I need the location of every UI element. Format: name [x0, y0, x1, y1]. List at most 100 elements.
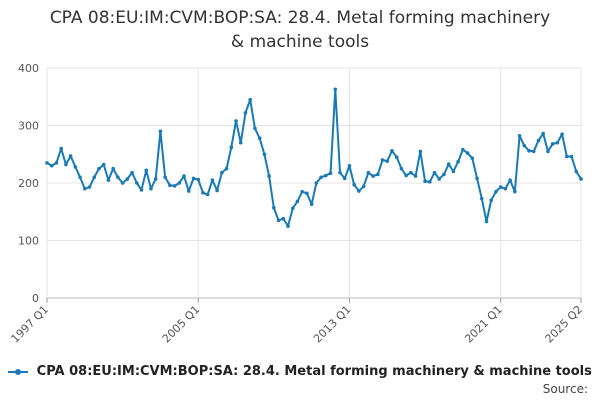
data-point[interactable] — [276, 218, 281, 223]
data-point[interactable] — [64, 162, 68, 167]
data-point[interactable] — [442, 172, 446, 177]
data-point[interactable] — [555, 140, 560, 145]
data-point[interactable] — [390, 149, 394, 153]
data-point[interactable] — [125, 177, 130, 181]
data-point[interactable] — [130, 170, 134, 175]
data-point[interactable] — [508, 178, 512, 182]
data-point[interactable] — [210, 178, 215, 182]
data-point[interactable] — [106, 178, 111, 182]
data-point[interactable] — [361, 184, 366, 189]
data-point[interactable] — [565, 154, 569, 159]
data-point[interactable] — [45, 161, 49, 165]
data-point[interactable] — [92, 175, 97, 180]
data-point[interactable] — [144, 168, 149, 173]
data-point[interactable] — [380, 158, 385, 162]
data-point[interactable] — [224, 166, 229, 171]
data-point[interactable] — [158, 129, 163, 134]
data-point[interactable] — [172, 184, 177, 188]
data-point[interactable] — [423, 179, 427, 184]
data-point[interactable] — [404, 173, 408, 178]
data-point[interactable] — [267, 174, 271, 178]
data-point[interactable] — [243, 111, 248, 115]
chart-legend[interactable]: CPA 08:EU:IM:CVM:BOP:SA: 28.4. Metal for… — [0, 364, 600, 379]
data-point[interactable] — [257, 136, 262, 140]
data-point[interactable] — [290, 206, 295, 211]
data-point[interactable] — [101, 162, 106, 167]
data-point[interactable] — [54, 161, 59, 165]
data-point[interactable] — [479, 196, 484, 201]
data-point[interactable] — [338, 170, 342, 175]
data-point[interactable] — [347, 163, 352, 168]
data-point[interactable] — [522, 143, 527, 148]
data-point[interactable] — [470, 156, 475, 161]
data-point[interactable] — [550, 142, 555, 146]
data-point[interactable] — [205, 192, 210, 197]
data-point[interactable] — [498, 185, 503, 189]
data-point[interactable] — [513, 189, 517, 194]
data-point[interactable] — [451, 169, 456, 174]
data-point[interactable] — [446, 162, 451, 166]
data-point[interactable] — [333, 87, 338, 92]
data-point[interactable] — [560, 132, 564, 136]
data-point[interactable] — [201, 190, 205, 195]
data-point[interactable] — [73, 165, 78, 169]
data-point[interactable] — [314, 181, 319, 185]
data-point[interactable] — [182, 174, 186, 178]
data-point[interactable] — [116, 175, 120, 180]
data-point[interactable] — [238, 140, 243, 145]
data-point[interactable] — [541, 131, 545, 136]
data-point[interactable] — [83, 186, 87, 191]
data-point[interactable] — [366, 170, 371, 175]
data-point[interactable] — [465, 151, 470, 155]
data-point[interactable] — [234, 119, 238, 123]
data-point[interactable] — [286, 224, 290, 228]
data-point[interactable] — [475, 176, 479, 181]
data-point[interactable] — [215, 188, 219, 193]
data-point[interactable] — [489, 198, 494, 203]
data-point[interactable] — [186, 189, 191, 193]
data-point[interactable] — [68, 154, 73, 158]
data-point[interactable] — [579, 177, 583, 181]
data-point[interactable] — [163, 175, 167, 180]
data-point[interactable] — [527, 149, 531, 153]
data-point[interactable] — [220, 170, 224, 175]
data-point[interactable] — [432, 170, 437, 175]
data-point[interactable] — [517, 134, 522, 138]
data-point[interactable] — [149, 186, 153, 191]
data-point[interactable] — [120, 181, 125, 185]
data-point[interactable] — [437, 177, 442, 181]
data-point[interactable] — [295, 199, 300, 204]
data-point[interactable] — [153, 177, 158, 181]
data-point[interactable] — [309, 202, 314, 207]
data-point[interactable] — [191, 176, 196, 181]
data-point[interactable] — [371, 174, 375, 178]
data-point[interactable] — [300, 189, 304, 194]
data-point[interactable] — [385, 159, 390, 163]
data-point[interactable] — [569, 154, 574, 159]
data-point[interactable] — [456, 159, 460, 164]
data-point[interactable] — [59, 146, 63, 151]
data-point[interactable] — [409, 170, 413, 175]
data-point[interactable] — [78, 175, 82, 180]
data-point[interactable] — [357, 189, 361, 193]
data-point[interactable] — [49, 163, 54, 168]
data-point[interactable] — [168, 183, 172, 188]
data-point[interactable] — [342, 176, 347, 181]
data-point[interactable] — [536, 138, 541, 143]
data-point[interactable] — [531, 149, 536, 154]
data-point[interactable] — [574, 169, 579, 174]
data-point[interactable] — [139, 188, 144, 192]
data-point[interactable] — [281, 216, 286, 221]
data-point[interactable] — [484, 219, 489, 224]
data-point[interactable] — [394, 155, 399, 159]
data-point[interactable] — [494, 189, 498, 194]
data-point[interactable] — [305, 191, 309, 196]
data-point[interactable] — [399, 166, 404, 171]
data-point[interactable] — [328, 171, 333, 176]
data-point[interactable] — [546, 149, 550, 154]
data-point[interactable] — [272, 205, 276, 210]
data-point[interactable] — [248, 97, 252, 102]
data-point[interactable] — [262, 152, 267, 157]
data-point[interactable] — [324, 173, 328, 178]
data-point[interactable] — [111, 166, 115, 171]
